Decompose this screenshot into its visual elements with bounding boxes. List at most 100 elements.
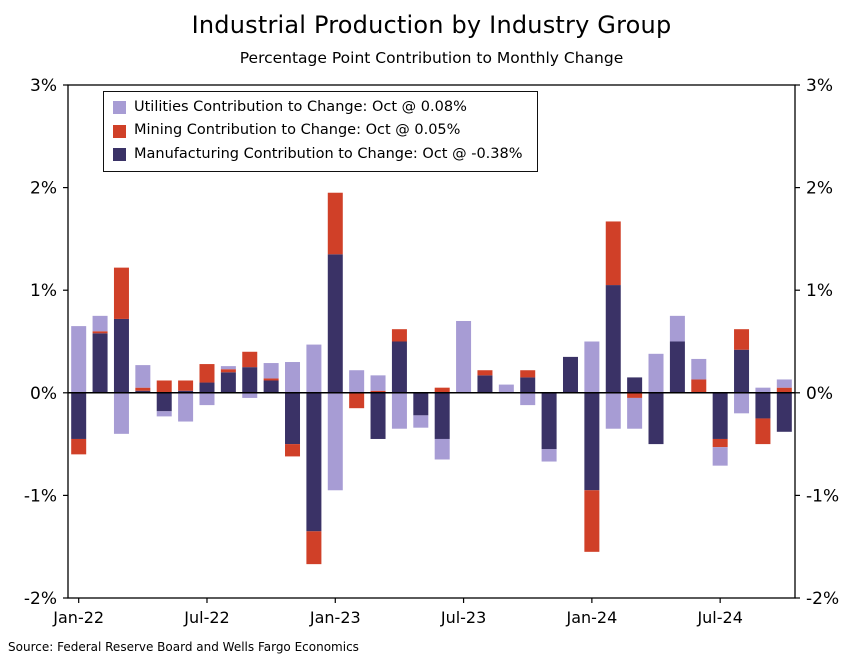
plot-border	[67, 84, 796, 599]
bar-segment	[477, 370, 493, 376]
x-axis-label: Jan-23	[309, 608, 361, 627]
bar-segment	[584, 392, 600, 491]
bar-segment	[178, 390, 194, 393]
bar-segment	[220, 372, 236, 393]
bar-segment	[220, 366, 236, 370]
chart-title: Industrial Production by Industry Group	[191, 11, 672, 39]
y-axis-label-left: 3%	[30, 76, 57, 96]
bar-segment	[327, 392, 343, 491]
bar-segment	[734, 392, 750, 414]
bar-segment	[327, 254, 343, 393]
bar-segment	[734, 349, 750, 393]
bar-segment	[691, 379, 707, 393]
bar-segment	[498, 384, 514, 393]
bar-segment	[584, 341, 600, 393]
legend-swatch-utilities	[113, 101, 126, 115]
bar-segment	[669, 315, 685, 342]
bar-segment	[391, 341, 407, 393]
bar-segment	[242, 351, 258, 368]
x-axis-label: Jul-23	[440, 608, 486, 627]
y-axis-label-right: -2%	[806, 589, 839, 609]
chart-subtitle: Percentage Point Contribution to Monthly…	[239, 49, 624, 67]
bar-segment	[755, 392, 771, 419]
bar-segment	[627, 392, 643, 398]
bar-segment	[178, 392, 194, 422]
bar-segment	[605, 285, 621, 393]
bar-segment	[605, 221, 621, 286]
bar-segment	[92, 331, 108, 334]
bar-segment	[263, 363, 279, 379]
bar-segment	[71, 438, 87, 455]
bar-segment	[755, 387, 771, 393]
bar-segment	[92, 333, 108, 393]
bar-segment	[712, 447, 728, 466]
y-axis-label-left: -2%	[24, 589, 57, 609]
bar-segment	[220, 369, 236, 373]
bar-segment	[712, 392, 728, 439]
bar-segment	[135, 387, 151, 391]
bar-segment	[349, 370, 365, 393]
bar-segment	[648, 353, 664, 393]
source-note: Source: Federal Reserve Board and Wells …	[8, 640, 359, 654]
legend-item-utilities: Utilities Contribution to Change: Oct @ …	[113, 99, 523, 116]
bar-segment	[92, 315, 108, 332]
bar-segment	[327, 192, 343, 255]
bar-segment	[605, 392, 621, 429]
legend-item-mining: Mining Contribution to Change: Oct @ 0.0…	[113, 122, 523, 139]
bar-segment	[263, 378, 279, 381]
bar-segment	[113, 267, 129, 319]
y-axis-label-right: 3%	[806, 76, 833, 96]
bar-segment	[306, 392, 322, 532]
bar-segment	[776, 379, 792, 388]
x-axis-label: Jan-24	[565, 608, 617, 627]
bar-segment	[178, 380, 194, 391]
bar-segment	[113, 392, 129, 434]
y-axis-label-left: 0%	[30, 384, 57, 404]
legend-label: Utilities Contribution to Change: Oct @ …	[134, 99, 467, 115]
bar-segment	[263, 380, 279, 393]
bar-segment	[156, 380, 172, 393]
y-axis-label-right: 1%	[806, 281, 833, 301]
bar-segment	[627, 377, 643, 393]
bar-segment	[776, 392, 792, 432]
bar-segment	[520, 392, 536, 406]
legend-label: Mining Contribution to Change: Oct @ 0.0…	[134, 122, 461, 139]
x-axis-label: Jan-22	[52, 608, 104, 627]
legend-swatch-manufacturing	[113, 147, 126, 161]
bar-segment	[370, 390, 386, 393]
bar-segment	[199, 364, 215, 383]
bar-segment	[434, 392, 450, 439]
legend-item-manufacturing: Manufacturing Contribution to Change: Oc…	[113, 146, 523, 163]
bar-segment	[776, 387, 792, 393]
bar-segment	[135, 365, 151, 388]
bar-segment	[584, 490, 600, 552]
y-axis-label-left: 1%	[30, 281, 57, 301]
bar-segment	[113, 318, 129, 393]
bar-segment	[285, 444, 301, 457]
bar-segment	[391, 392, 407, 429]
bar-segment	[669, 341, 685, 393]
bar-segment	[520, 370, 536, 378]
x-axis-label: Jul-24	[696, 608, 742, 627]
bar-segment	[199, 382, 215, 393]
y-axis-label-right: 2%	[806, 179, 833, 199]
bar-segment	[434, 387, 450, 393]
bar-segment	[562, 356, 578, 393]
bar-segment	[520, 377, 536, 393]
bar-segment	[456, 320, 472, 393]
y-axis-label-right: 0%	[806, 384, 833, 404]
bar-segment	[413, 415, 429, 428]
bar-segment	[755, 418, 771, 445]
y-axis-label-left: 2%	[30, 179, 57, 199]
bar-segment	[413, 392, 429, 416]
y-axis-label-right: -1%	[806, 486, 839, 506]
bar-segment	[71, 392, 87, 439]
bar-segment	[648, 392, 664, 445]
bar-segment	[285, 362, 301, 393]
bar-segment	[306, 344, 322, 393]
bar-segment	[541, 392, 557, 450]
y-axis-label-left: -1%	[24, 486, 57, 506]
legend-label: Manufacturing Contribution to Change: Oc…	[134, 145, 523, 162]
